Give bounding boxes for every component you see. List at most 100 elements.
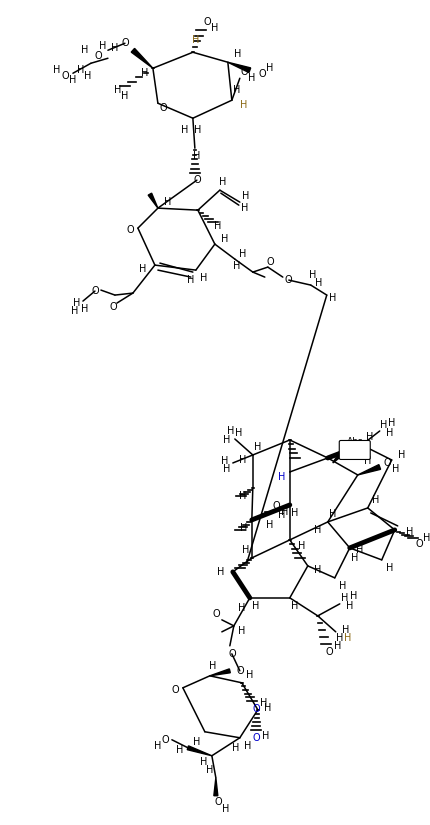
Text: O: O	[161, 735, 169, 745]
Polygon shape	[210, 669, 230, 676]
Text: H: H	[238, 603, 246, 613]
Text: H: H	[423, 533, 430, 543]
Text: H: H	[392, 464, 399, 474]
Text: H: H	[252, 601, 260, 610]
Text: H: H	[329, 293, 336, 303]
Text: O: O	[258, 69, 266, 79]
Text: H: H	[356, 544, 363, 555]
Text: O: O	[212, 609, 220, 619]
Text: H: H	[209, 661, 217, 671]
Text: H: H	[366, 432, 373, 442]
Text: H: H	[217, 567, 224, 577]
Text: H: H	[314, 565, 322, 575]
Text: H: H	[235, 428, 243, 438]
Polygon shape	[187, 746, 212, 756]
Text: H: H	[334, 641, 341, 651]
Text: H: H	[406, 527, 413, 537]
Text: H: H	[386, 563, 393, 573]
Text: H: H	[380, 420, 387, 430]
Text: H: H	[214, 221, 221, 231]
Text: H: H	[386, 428, 393, 438]
Text: H: H	[84, 71, 92, 81]
Text: H: H	[69, 75, 77, 85]
Text: O: O	[214, 797, 221, 807]
Text: H: H	[242, 544, 249, 555]
Polygon shape	[131, 49, 153, 68]
Text: H: H	[223, 435, 230, 445]
Text: H: H	[223, 464, 230, 474]
Text: H: H	[139, 264, 147, 274]
Text: H: H	[81, 304, 89, 314]
FancyBboxPatch shape	[339, 441, 370, 460]
Text: H: H	[339, 581, 347, 591]
Text: H: H	[240, 523, 248, 533]
Text: H: H	[351, 553, 359, 563]
Text: H: H	[114, 85, 122, 95]
Text: H: H	[278, 472, 286, 482]
Polygon shape	[358, 464, 381, 475]
Text: O: O	[228, 648, 236, 659]
Text: H: H	[278, 510, 286, 520]
Text: O: O	[203, 17, 211, 27]
Polygon shape	[228, 62, 251, 73]
Text: H: H	[187, 275, 194, 285]
Text: H: H	[233, 85, 240, 95]
Text: H: H	[232, 742, 240, 752]
Text: H: H	[221, 234, 228, 244]
Text: H: H	[329, 509, 336, 519]
Text: O: O	[109, 302, 117, 312]
Polygon shape	[148, 193, 158, 208]
Text: O: O	[94, 51, 102, 61]
Text: H: H	[238, 626, 246, 636]
Text: H: H	[254, 442, 261, 452]
Text: H: H	[342, 625, 350, 635]
Text: H: H	[315, 278, 322, 288]
Text: H: H	[141, 68, 149, 78]
Text: H: H	[266, 520, 273, 530]
Text: O: O	[121, 38, 129, 48]
Polygon shape	[333, 451, 344, 463]
Text: H: H	[222, 804, 230, 813]
Text: O: O	[236, 666, 244, 676]
Text: H: H	[121, 92, 129, 101]
Polygon shape	[214, 778, 218, 796]
Text: H: H	[298, 541, 305, 551]
Text: H: H	[193, 151, 200, 161]
Text: H: H	[227, 426, 234, 436]
Text: H: H	[219, 177, 227, 187]
Text: O: O	[126, 225, 134, 235]
Text: H: H	[164, 197, 172, 207]
Text: H: H	[111, 43, 119, 54]
Text: H: H	[73, 298, 81, 308]
Text: H: H	[240, 100, 248, 111]
Text: H: H	[239, 491, 246, 501]
Text: O: O	[285, 275, 292, 285]
Text: O: O	[326, 647, 334, 657]
Text: H: H	[350, 591, 357, 601]
Text: H: H	[264, 703, 271, 713]
Text: H: H	[246, 670, 254, 680]
Text: O: O	[159, 103, 167, 113]
Text: H: H	[77, 65, 85, 75]
Text: O: O	[384, 458, 392, 468]
Text: H: H	[53, 65, 61, 75]
Text: O: O	[267, 257, 275, 267]
Text: H: H	[241, 203, 249, 213]
Text: H: H	[206, 765, 214, 775]
Text: O: O	[416, 539, 424, 549]
Text: H: H	[336, 633, 344, 643]
Text: H: H	[242, 191, 249, 201]
Text: H: H	[200, 757, 208, 766]
Text: H: H	[291, 508, 298, 518]
Text: O: O	[240, 68, 248, 78]
Text: H: H	[193, 737, 200, 747]
Text: H: H	[346, 601, 353, 610]
Text: O: O	[193, 175, 201, 185]
Text: H: H	[262, 731, 270, 741]
Text: H: H	[388, 418, 396, 428]
Text: H: H	[154, 741, 162, 751]
Text: H: H	[260, 698, 267, 708]
Text: H: H	[398, 450, 405, 460]
Text: O: O	[61, 71, 69, 81]
Text: O: O	[91, 286, 99, 296]
